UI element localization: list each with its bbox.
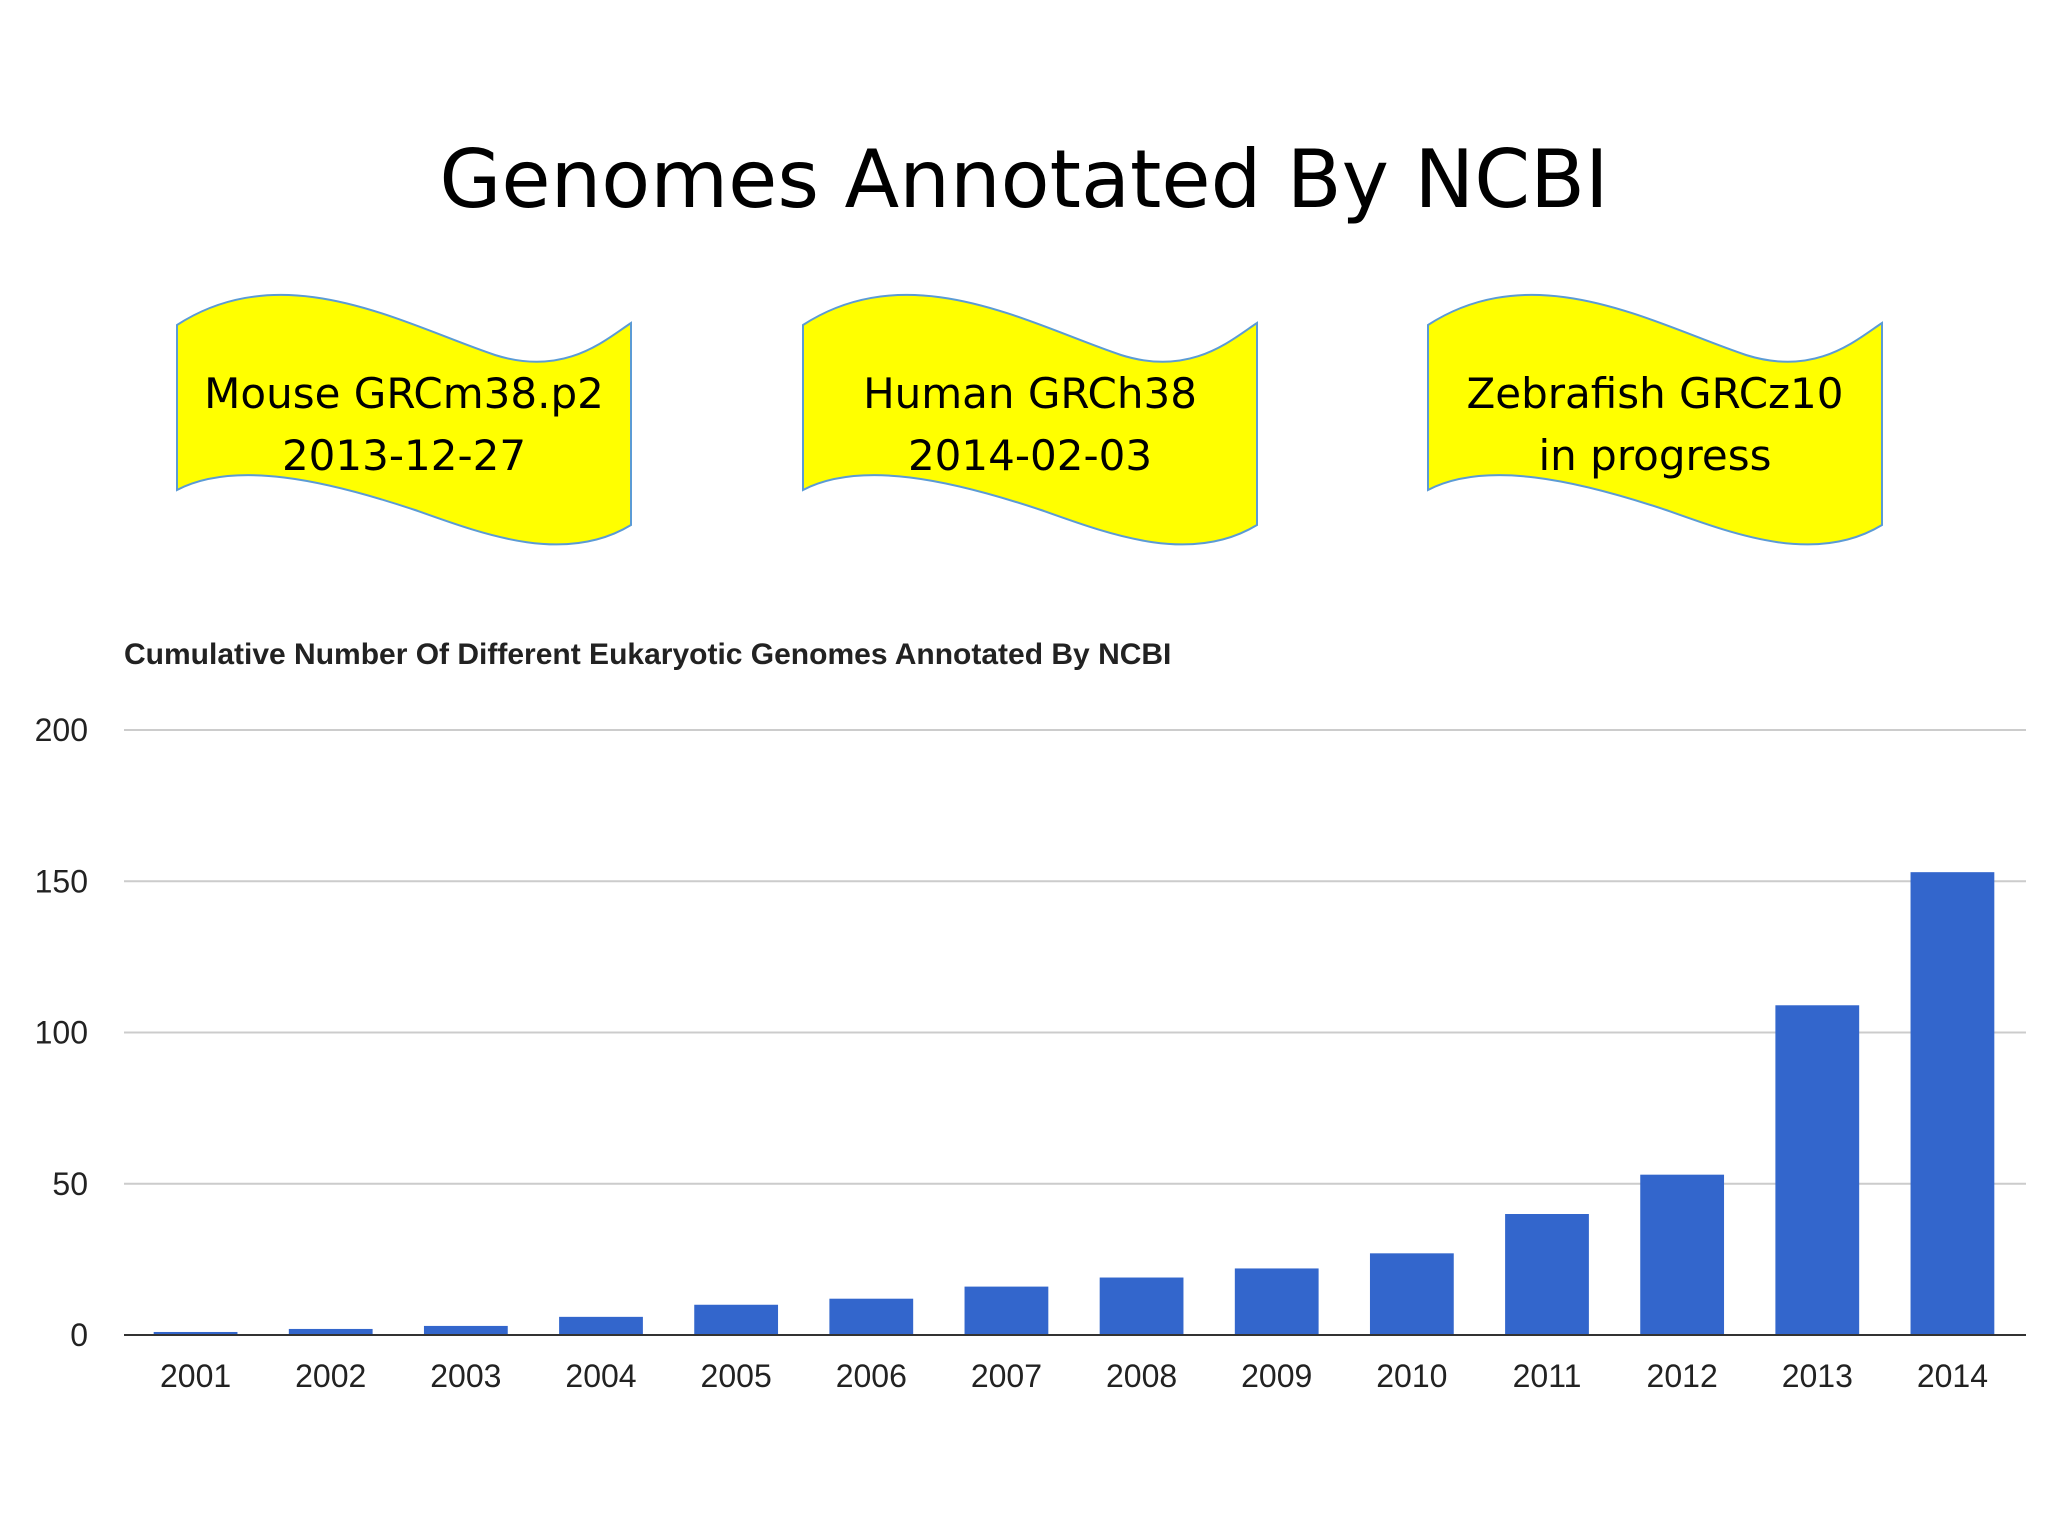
x-tick-label: 2007 — [971, 1358, 1042, 1394]
x-axis-ticks: 2001 2002 2003 2004 2005 2006 2007 2008 2009 2010… — [160, 1358, 1988, 1394]
x-tick-label: 2011 — [1513, 1358, 1582, 1394]
banner-human-line2: 2014-02-03 — [907, 431, 1153, 480]
x-tick-label: 2009 — [1241, 1358, 1312, 1394]
x-tick-label: 2001 — [160, 1358, 231, 1394]
y-tick-label: 150 — [35, 863, 88, 899]
banner-zebrafish-line2: in progress — [1538, 431, 1772, 480]
x-tick-label: 2003 — [430, 1358, 501, 1394]
bar-2004 — [559, 1316, 643, 1335]
bar-2007 — [964, 1286, 1049, 1335]
x-tick-label: 2012 — [1647, 1358, 1718, 1394]
x-tick-label: 2006 — [836, 1358, 907, 1394]
y-tick-label: 50 — [52, 1166, 88, 1202]
bar-2006 — [829, 1298, 914, 1335]
y-tick-label: 200 — [35, 712, 88, 748]
x-tick-label: 2002 — [295, 1358, 366, 1394]
x-tick-label: 2005 — [701, 1358, 772, 1394]
x-tick-label: 2014 — [1917, 1358, 1988, 1394]
y-tick-label: 100 — [35, 1015, 88, 1051]
x-tick-label: 2004 — [565, 1358, 636, 1394]
bar-2012 — [1640, 1174, 1725, 1335]
bar-2010 — [1369, 1253, 1454, 1335]
banner-mouse-line1: Mouse GRCm38.p2 — [204, 369, 604, 418]
x-tick-label: 2013 — [1782, 1358, 1853, 1394]
banner-mouse-line2: 2013-12-27 — [281, 431, 527, 480]
x-tick-label: 2010 — [1376, 1358, 1447, 1394]
bar-2002 — [288, 1328, 373, 1335]
banner-mouse: Mouse GRCm38.p2 2013-12-27 — [175, 285, 633, 565]
bar-2008 — [1099, 1277, 1184, 1335]
bars — [153, 872, 1995, 1335]
chart-title: Cumulative Number Of Different Eukaryoti… — [124, 638, 1171, 671]
banner-shape — [802, 293, 1258, 546]
slide-title: Genomes Annotated By NCBI — [439, 133, 1609, 226]
x-tick-label: 2008 — [1106, 1358, 1177, 1394]
bar-2003 — [423, 1325, 508, 1335]
y-tick-label: 0 — [70, 1317, 88, 1353]
bar-2011 — [1505, 1214, 1589, 1335]
bar-chart: Cumulative Number Of Different Eukaryoti… — [35, 638, 2026, 1394]
banner-human: Human GRCh38 2014-02-03 — [801, 285, 1259, 565]
banner-shape — [176, 293, 632, 546]
bar-2001 — [153, 1331, 238, 1335]
banner-zebrafish-line1: Zebrafish GRCz10 — [1466, 369, 1844, 418]
bar-2013 — [1775, 1005, 1860, 1335]
y-axis-ticks: 0 50 100 150 200 — [35, 712, 88, 1353]
bar-2005 — [694, 1304, 779, 1335]
banner-zebrafish: Zebrafish GRCz10 in progress — [1426, 285, 1884, 565]
bar-2009 — [1234, 1268, 1319, 1335]
banner-shape — [1427, 293, 1883, 546]
gridlines — [124, 729, 2026, 1185]
banner-human-line1: Human GRCh38 — [863, 369, 1197, 418]
bar-2014 — [1910, 872, 1995, 1335]
